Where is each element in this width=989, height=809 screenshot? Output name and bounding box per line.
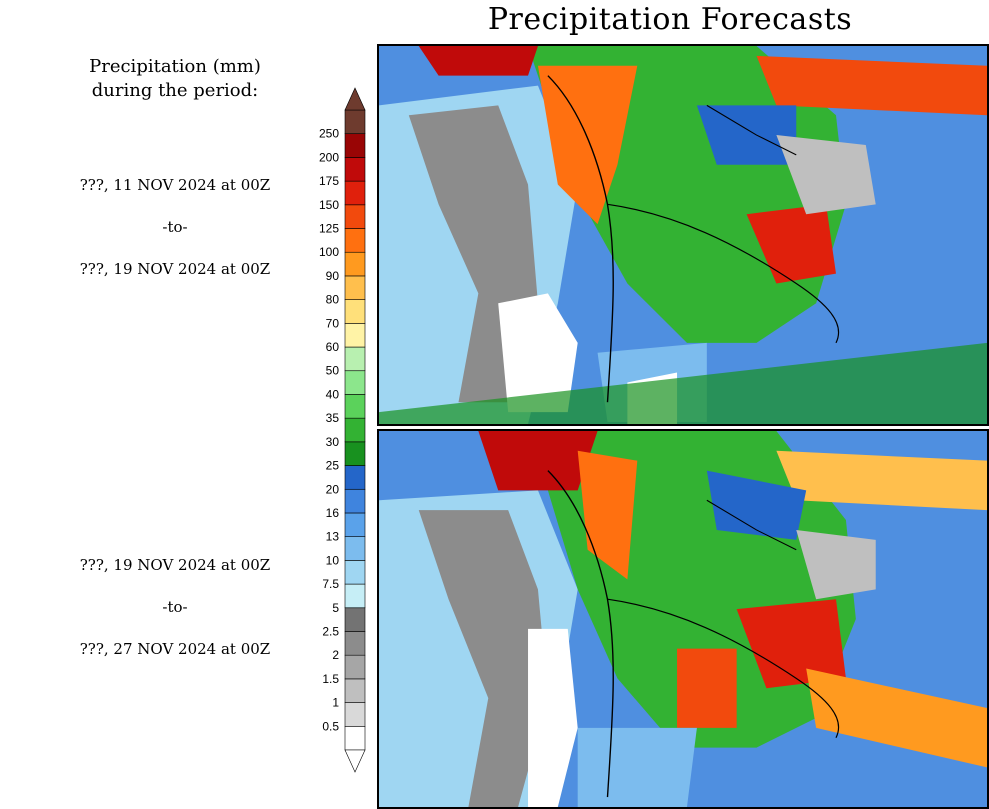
period-1-end: ???, 19 NOV 2024 at 00Z (79, 260, 271, 278)
colorbar-swatch (344, 109, 366, 135)
colorbar-swatch (344, 560, 366, 585)
forecast-map-period-1 (377, 44, 989, 426)
colorbar-swatch (344, 228, 366, 253)
colorbar-tick-label: 10 (326, 553, 340, 567)
colorbar-swatch (344, 346, 366, 372)
colorbar-tick-label: 30 (326, 435, 340, 449)
period-2-end: ???, 27 NOV 2024 at 00Z (79, 640, 271, 658)
legend-heading-line1: Precipitation (mm) (89, 56, 261, 77)
colorbar-tick-label: 80 (326, 293, 340, 307)
colorbar-swatch (344, 465, 366, 490)
colorbar-tick-label: 2 (332, 648, 339, 662)
colorbar-tick-label: 5 (332, 601, 339, 615)
colorbar-tick-label: 1 (332, 696, 339, 710)
colorbar-swatch (344, 583, 366, 609)
colorbar-tick-label: 90 (326, 269, 340, 283)
colorbar-tick-label: 13 (326, 530, 340, 544)
colorbar-swatch (344, 204, 366, 229)
legend-heading: Precipitation (mm) during the period: (40, 55, 310, 103)
colorbar-swatch (344, 607, 366, 632)
colorbar-swatch (344, 512, 366, 537)
triangle-down-icon (344, 749, 366, 773)
period-label-1: ???, 11 NOV 2024 at 00Z -to- ???, 19 NOV… (40, 175, 310, 301)
colorbar-swatch (344, 631, 366, 656)
colorbar-swatch (344, 417, 366, 443)
colorbar-swatch (344, 157, 366, 182)
colorbar-swatch (344, 654, 366, 680)
colorbar-tick-label: 2.5 (322, 624, 339, 638)
colorbar-tick-label: 7.5 (322, 577, 339, 591)
colorbar-tick-label: 25 (326, 459, 340, 473)
colorbar-tick-label: 70 (326, 316, 340, 330)
colorbar-tick-label: 175 (319, 174, 339, 188)
colorbar-swatch (344, 678, 366, 703)
period-1-start: ???, 11 NOV 2024 at 00Z (79, 176, 271, 194)
colorbar-tick-label: 0.5 (322, 719, 339, 733)
colorbar-tick-label: 250 (319, 127, 339, 141)
colorbar-swatch (344, 133, 366, 158)
colorbar-tick-label: 100 (319, 245, 339, 259)
colorbar-tick-label: 16 (326, 506, 340, 520)
colorbar-swatch (344, 180, 366, 206)
colorbar-tick-label: 60 (326, 340, 340, 354)
colorbar-swatch (344, 299, 366, 324)
colorbar-swatch (344, 488, 366, 514)
triangle-up-icon (344, 87, 366, 111)
colorbar-swatch (344, 536, 366, 561)
period-2-separator: -to- (162, 598, 188, 616)
period-label-2: ???, 19 NOV 2024 at 00Z -to- ???, 27 NOV… (40, 555, 310, 681)
period-2-start: ???, 19 NOV 2024 at 00Z (79, 556, 271, 574)
colorbar-swatch (344, 702, 366, 727)
colorbar-tick-label: 50 (326, 364, 340, 378)
page-title: Precipitation Forecasts (487, 2, 853, 37)
colorbar-tick-label: 1.5 (322, 672, 339, 686)
colorbar-swatch (344, 441, 366, 466)
colorbar-tick-label: 20 (326, 482, 340, 496)
colorbar-swatch (344, 275, 366, 300)
colorbar-swatch (344, 725, 366, 751)
precipitation-colorbar: 0.5 1 1.5 2 2.5 5 7.5 10 13 16 20 25 30 35 40 50 60 70 80 9… (319, 87, 366, 773)
forecast-map-period-2 (377, 429, 989, 809)
colorbar-tick-label: 150 (319, 198, 339, 212)
colorbar-swatch (344, 323, 366, 348)
colorbar-tick-label: 200 (319, 150, 339, 164)
colorbar-swatch (344, 394, 366, 419)
colorbar-tick-label: 35 (326, 411, 340, 425)
legend-heading-line2: during the period: (91, 80, 259, 101)
period-1-separator: -to- (162, 218, 188, 236)
colorbar-swatch (344, 370, 366, 395)
colorbar-swatch (344, 251, 366, 277)
colorbar-tick-label: 40 (326, 387, 340, 401)
colorbar-tick-label: 125 (319, 222, 339, 236)
